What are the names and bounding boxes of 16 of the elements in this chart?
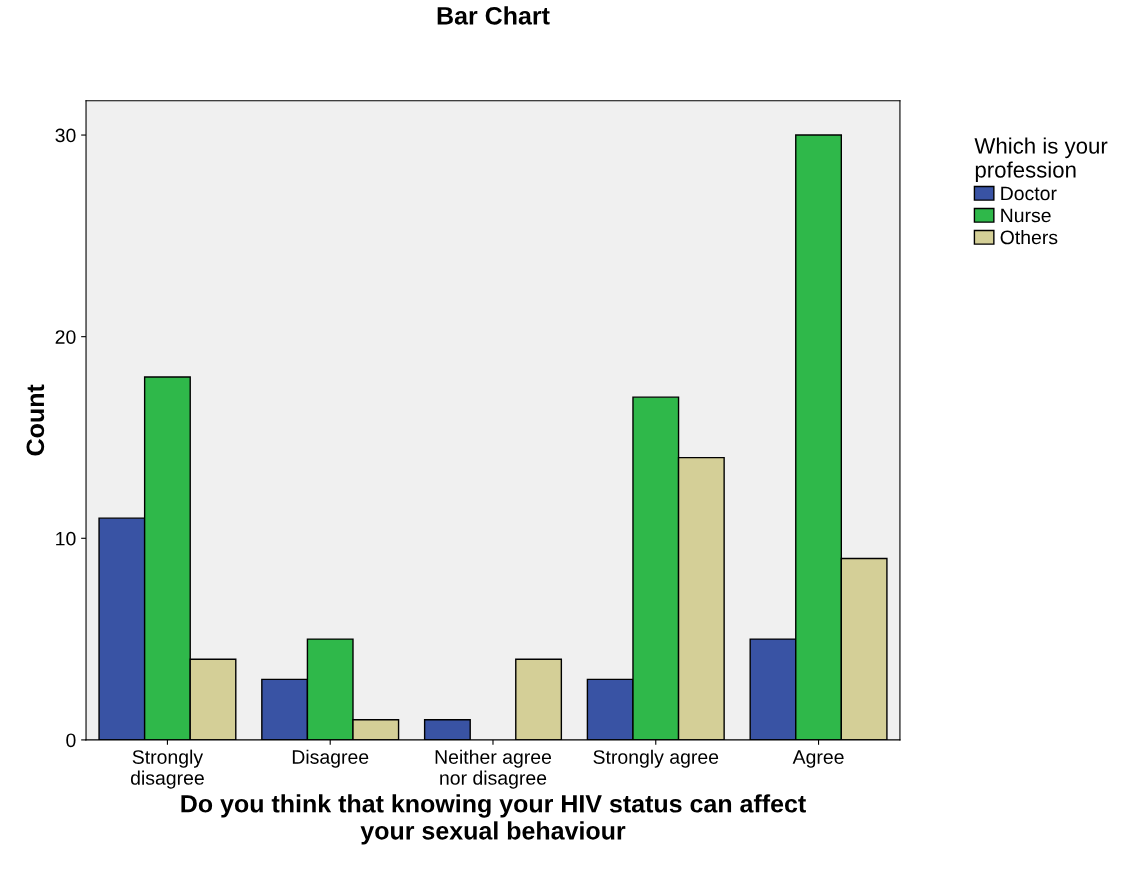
x-tick-label: Strongly agree <box>593 749 719 768</box>
y-tick-label: 10 <box>56 531 76 546</box>
legend-title: Which is your profession <box>974 137 1108 183</box>
chart-title: Bar Chart <box>437 6 550 25</box>
x-tick-label: Strongly disagree <box>130 749 204 789</box>
y-tick-label: 30 <box>55 128 76 143</box>
x-tick-label: Agree <box>792 750 844 768</box>
x-axis-title: Do you think that knowing your HIV status can affect your sexual behaviour <box>181 794 806 845</box>
x-tick-label: Disagree <box>292 749 369 768</box>
y-axis-title: Count <box>26 384 45 456</box>
legend-label: Nurse <box>1001 208 1051 223</box>
y-tick-label: 0 <box>66 733 76 748</box>
legend-label: Doctor <box>1001 186 1057 201</box>
legend-label: Others <box>1000 230 1058 245</box>
y-tick-label: 20 <box>55 330 76 344</box>
x-tick-label: Neither agree nor disagree <box>435 749 552 789</box>
